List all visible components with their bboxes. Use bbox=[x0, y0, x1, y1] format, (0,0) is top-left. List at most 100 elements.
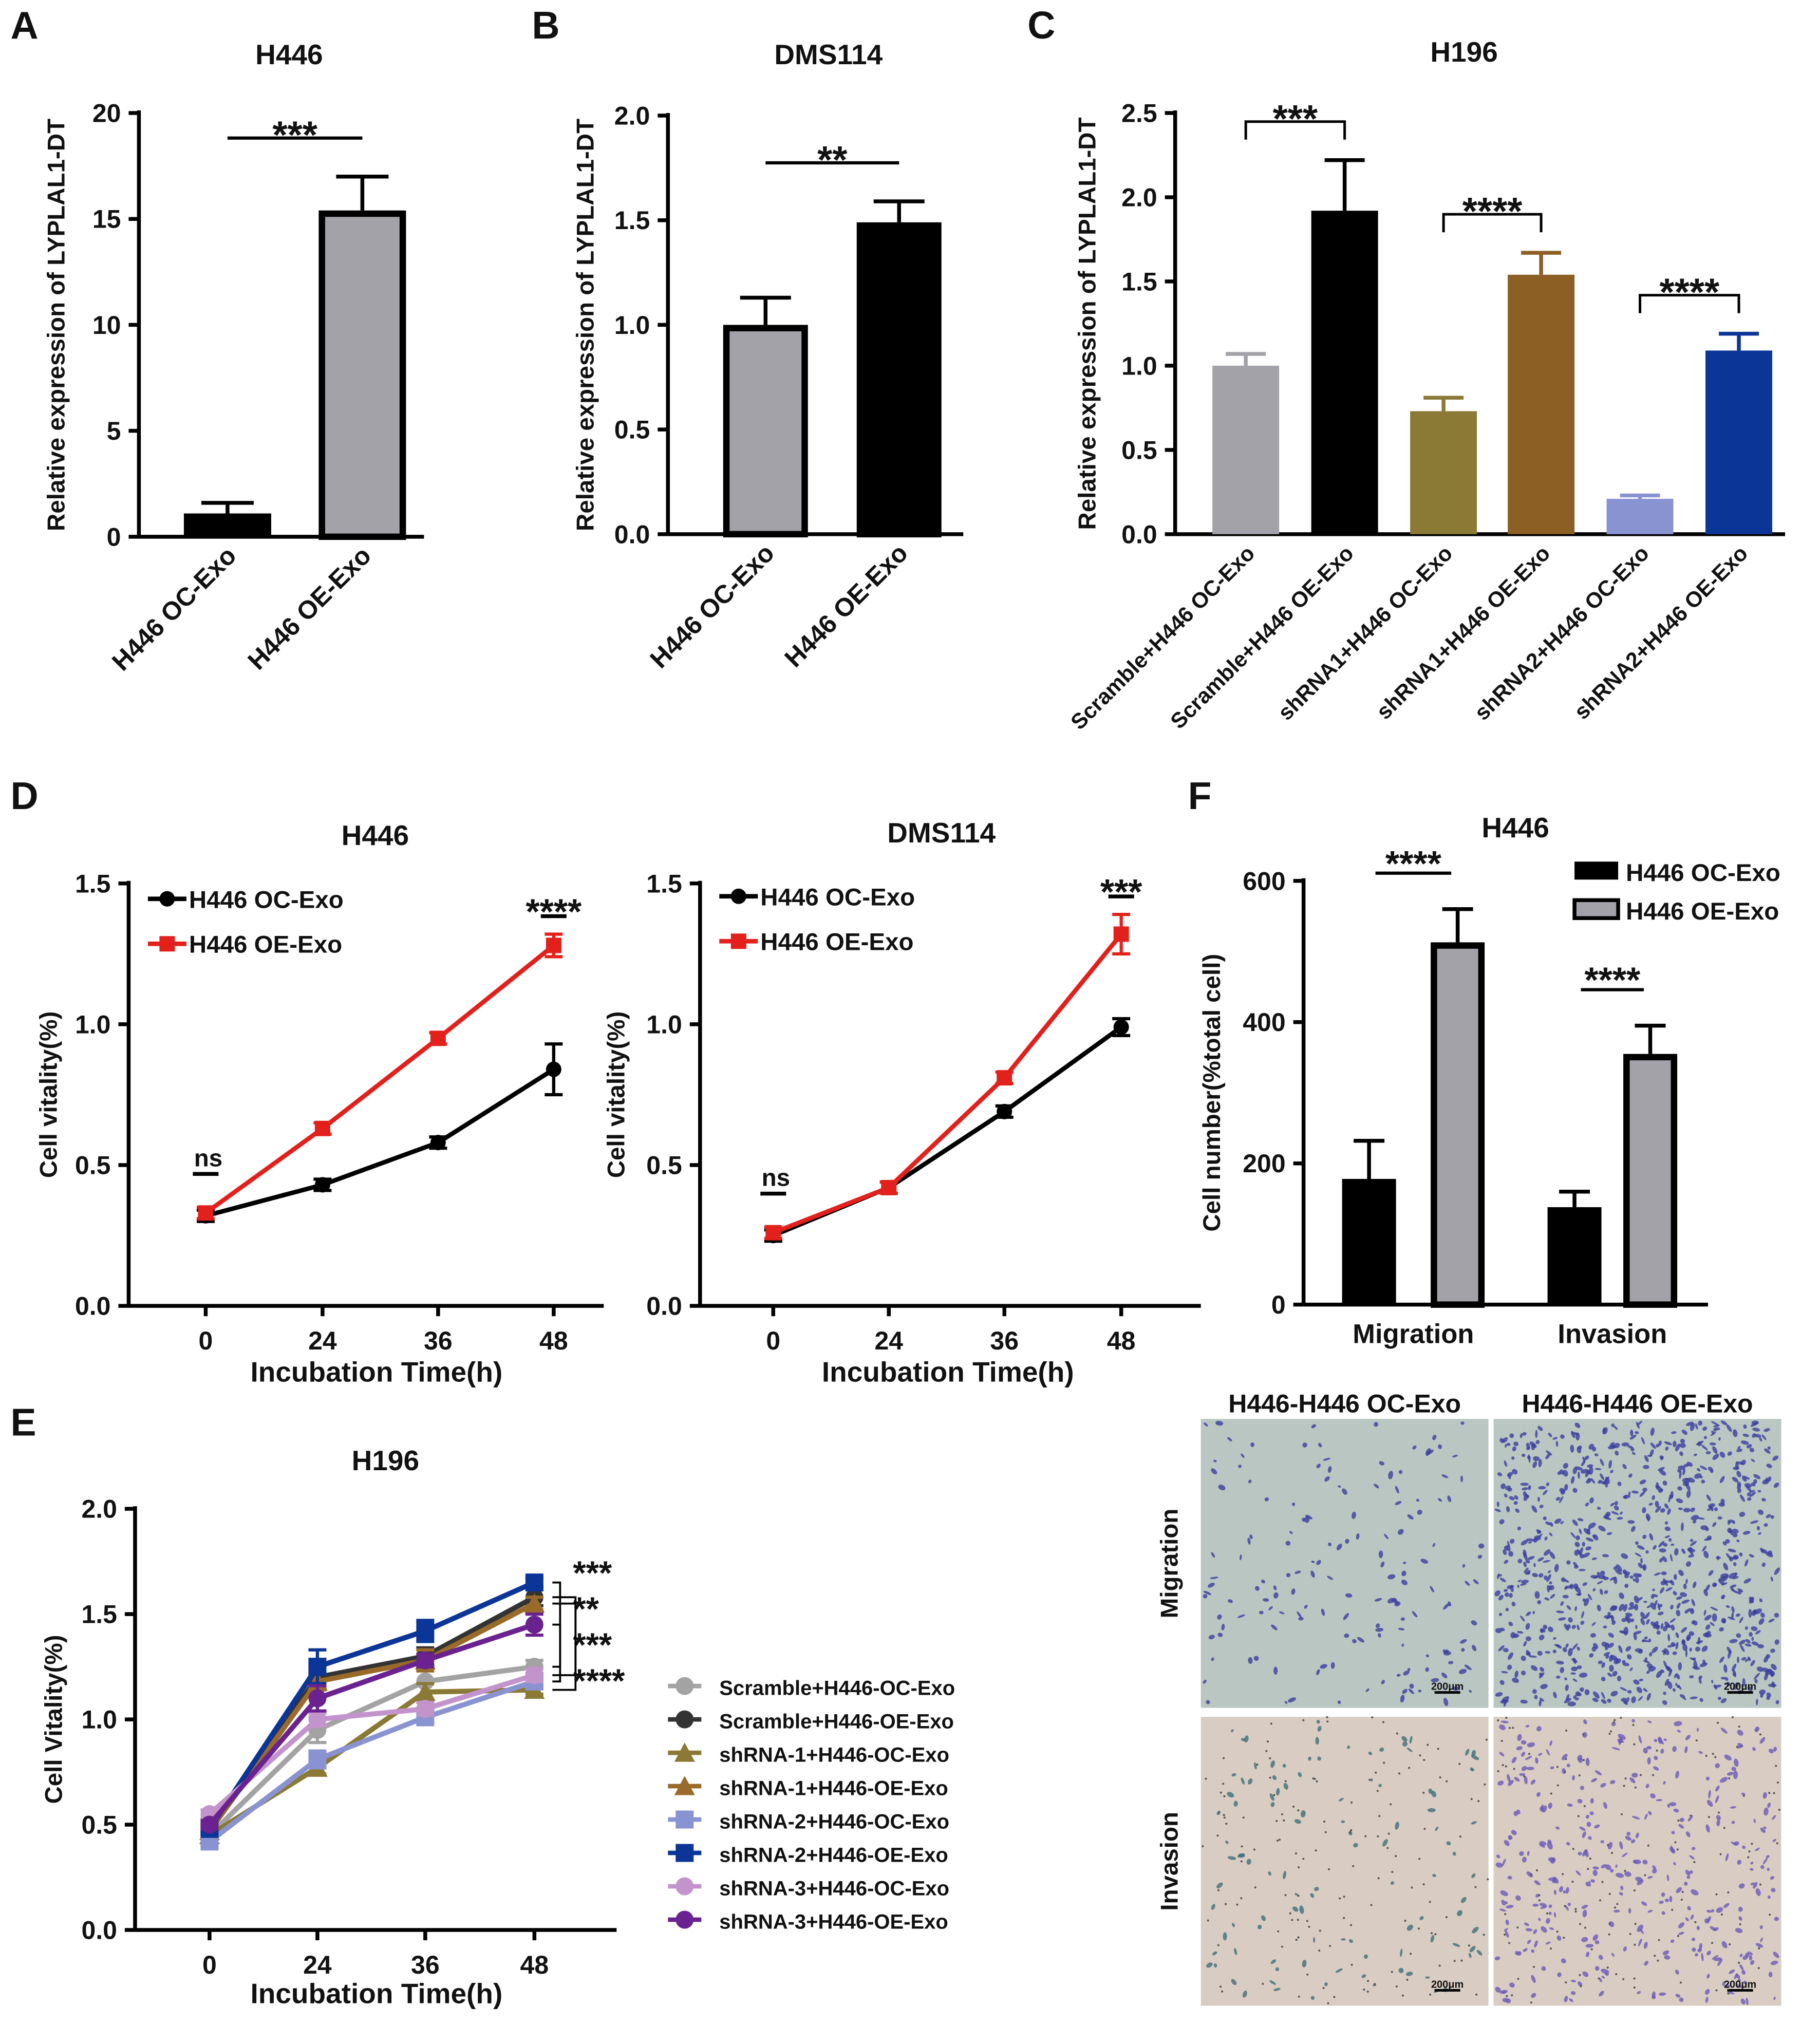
stained-cell bbox=[1599, 1588, 1603, 1595]
stained-cell bbox=[1639, 1491, 1645, 1497]
stained-cell bbox=[1536, 1792, 1541, 1797]
stained-cell bbox=[1693, 1453, 1697, 1456]
pore bbox=[1225, 1823, 1228, 1825]
column-header: H446-H446 OE-Exo bbox=[1522, 1390, 1753, 1418]
x-tick-label: 0 bbox=[199, 1326, 213, 1355]
stained-cell bbox=[1432, 1435, 1437, 1440]
stained-cell bbox=[1608, 1921, 1615, 1927]
y-tick-label: 2.0 bbox=[614, 101, 650, 130]
data-point bbox=[308, 1750, 327, 1769]
stained-cell bbox=[1471, 1750, 1476, 1756]
stained-cell bbox=[1573, 1695, 1577, 1699]
stained-cell bbox=[1374, 1422, 1378, 1427]
data-point bbox=[881, 1179, 897, 1195]
stained-cell bbox=[1253, 1656, 1259, 1661]
stained-cell bbox=[1765, 1477, 1768, 1484]
y-tick-label: 0 bbox=[1271, 1290, 1286, 1319]
stained-cell bbox=[1496, 1854, 1500, 1859]
stained-cell bbox=[1361, 1974, 1366, 1978]
stained-cell bbox=[1699, 1466, 1708, 1470]
stained-cell bbox=[1478, 1543, 1485, 1549]
stained-cell bbox=[1316, 1669, 1320, 1675]
pore bbox=[1632, 1723, 1635, 1726]
pore bbox=[1434, 1933, 1437, 1936]
pore bbox=[1298, 1866, 1300, 1869]
stained-cell bbox=[1637, 1545, 1645, 1550]
stained-cell bbox=[1701, 1645, 1708, 1652]
stained-cell bbox=[1555, 1610, 1564, 1614]
pore bbox=[1523, 1775, 1526, 1778]
stained-cell bbox=[1365, 1688, 1369, 1693]
data-point bbox=[676, 1910, 694, 1929]
stained-cell bbox=[1507, 1774, 1511, 1783]
stained-cell bbox=[1531, 1443, 1535, 1451]
stained-cell bbox=[1732, 1429, 1738, 1437]
pore bbox=[1291, 1919, 1293, 1921]
stained-cell bbox=[1725, 1853, 1729, 1862]
stained-cell bbox=[1728, 1650, 1732, 1659]
stained-cell bbox=[1563, 1890, 1566, 1894]
stained-cell bbox=[1652, 1991, 1656, 1999]
stained-cell bbox=[1662, 1543, 1668, 1547]
stained-cell bbox=[1638, 1938, 1642, 1946]
stained-cell bbox=[1458, 1668, 1467, 1674]
stained-cell bbox=[1504, 1460, 1507, 1467]
x-tick-label: 0 bbox=[202, 1951, 217, 1979]
stained-cell bbox=[1548, 1433, 1552, 1437]
stained-cell bbox=[1579, 1826, 1586, 1831]
legend-label: shRNA-1+H446-OE-Exo bbox=[719, 1777, 948, 1800]
stained-cell bbox=[1766, 1464, 1772, 1468]
row-label: Migration bbox=[1156, 1509, 1184, 1619]
stained-cell bbox=[1546, 1450, 1552, 1456]
pore bbox=[1633, 1977, 1636, 1980]
y-tick-label: 15 bbox=[92, 205, 121, 234]
stained-cell bbox=[1611, 1953, 1615, 1957]
stained-cell bbox=[1699, 1662, 1708, 1667]
stained-cell bbox=[1610, 1691, 1618, 1697]
stained-cell bbox=[1526, 1636, 1531, 1641]
significance-bracket bbox=[1442, 213, 1543, 233]
stained-cell bbox=[1647, 1757, 1651, 1765]
stained-cell bbox=[1703, 1609, 1706, 1616]
stained-cell bbox=[1755, 1847, 1760, 1851]
stained-cell bbox=[1681, 1522, 1684, 1531]
stained-cell bbox=[1523, 1948, 1528, 1952]
stained-cell bbox=[1676, 1887, 1682, 1893]
stained-cell bbox=[1618, 1645, 1623, 1653]
stained-cell bbox=[1711, 1909, 1715, 1913]
y-axis-label: Relative expression of LYPLAL1-DT bbox=[43, 119, 70, 531]
stained-cell bbox=[1646, 1693, 1651, 1701]
stained-cell bbox=[1748, 1609, 1752, 1618]
stained-cell bbox=[1206, 1700, 1210, 1704]
error-bar bbox=[1442, 907, 1473, 943]
x-tick-label: Invasion bbox=[1558, 1319, 1667, 1349]
stained-cell bbox=[1417, 1509, 1422, 1515]
pore bbox=[1408, 1767, 1411, 1769]
stained-cell bbox=[1699, 1943, 1702, 1949]
stained-cell bbox=[1471, 1873, 1476, 1878]
stained-cell bbox=[1554, 1564, 1559, 1572]
stained-cell bbox=[1412, 1445, 1417, 1450]
stained-cell bbox=[1553, 1637, 1556, 1640]
stained-cell bbox=[1686, 1490, 1691, 1498]
stained-cell bbox=[1641, 1437, 1645, 1445]
micrograph-migration-oc: 200μm bbox=[1200, 1419, 1489, 1708]
pore bbox=[1556, 1930, 1559, 1933]
stained-cell bbox=[1774, 1917, 1779, 1921]
stained-cell bbox=[1735, 1928, 1743, 1933]
stained-cell bbox=[1652, 1865, 1656, 1870]
stained-cell bbox=[1504, 1928, 1508, 1932]
stained-cell bbox=[1507, 1488, 1512, 1492]
stained-cell bbox=[1231, 1773, 1236, 1777]
stained-cell bbox=[1738, 1916, 1742, 1921]
stained-cell bbox=[1642, 1487, 1647, 1492]
stained-cell bbox=[1294, 1570, 1301, 1574]
pore bbox=[1297, 1895, 1300, 1897]
stained-cell bbox=[1357, 1637, 1364, 1643]
y-tick-label: 5 bbox=[107, 417, 121, 445]
stained-cell bbox=[1615, 1501, 1618, 1506]
stained-cell bbox=[1671, 1431, 1677, 1434]
stained-cell bbox=[1732, 1533, 1738, 1538]
stained-cell bbox=[1395, 1501, 1402, 1505]
stained-cell bbox=[1630, 1618, 1635, 1622]
